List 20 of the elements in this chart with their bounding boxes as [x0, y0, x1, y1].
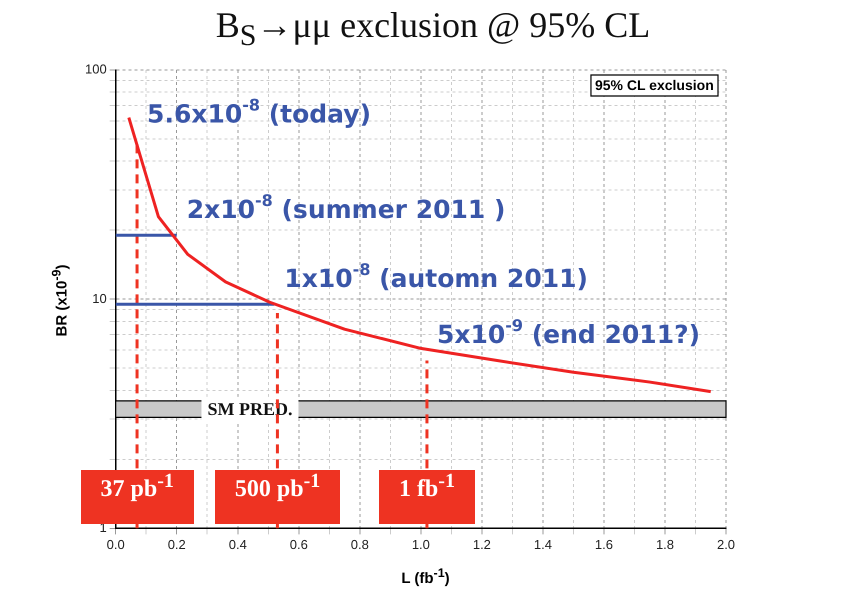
- y-tick-label: 100: [84, 62, 107, 77]
- x-tick-label: 0.6: [290, 536, 308, 552]
- chart-title: B$_{S}$→μμ exclusion @ 95% CL: [214, 4, 652, 54]
- x-tick-label: 0.0: [106, 536, 125, 552]
- x-tick-label: 0.2: [168, 536, 186, 552]
- series-label: 1 fb$^{-1}$: [378, 470, 475, 524]
- band-label: SM PRED.: [207, 398, 292, 419]
- x-tick-label: 1.0: [412, 536, 430, 552]
- x-tick-label: 1.4: [534, 536, 552, 552]
- x-tick-label: 0.4: [228, 536, 247, 552]
- x-tick-label: 1.2: [472, 536, 491, 552]
- y-tick-label: 10: [92, 290, 107, 306]
- x-tick-label: 1.8: [656, 536, 674, 552]
- x-tick-label: 0.8: [350, 536, 369, 552]
- x-tick-label: 2.0: [716, 536, 736, 552]
- legend-label: 500 pb$^{-1}$: [214, 470, 340, 524]
- x-axis-title: L (fb$^{-1}$): [400, 566, 451, 587]
- series-label: 37 pb$^{-1}$: [100, 470, 174, 502]
- annotation: 95% CL exclusion: [594, 76, 714, 93]
- x-tick-label: 1.6: [594, 536, 613, 552]
